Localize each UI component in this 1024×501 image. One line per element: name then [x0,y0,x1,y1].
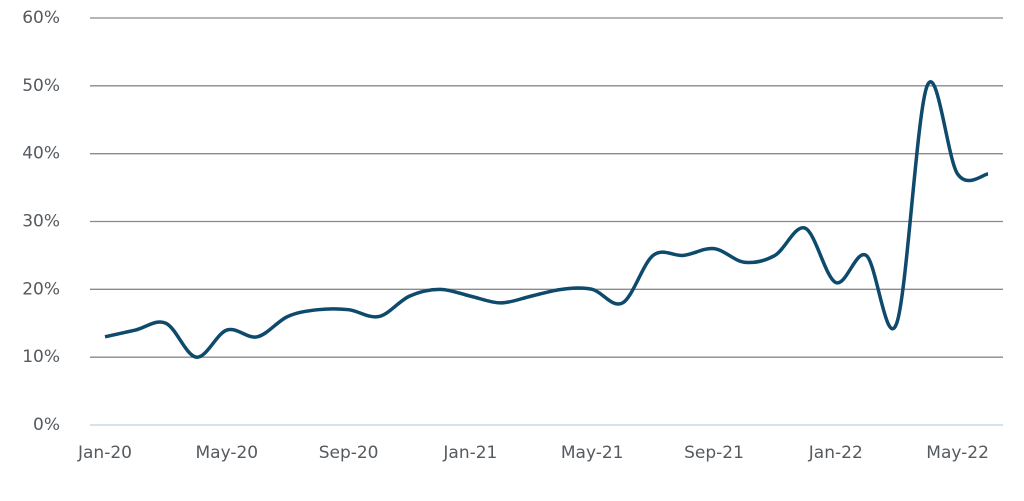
y-tick-label: 50% [22,76,60,96]
data-line [104,80,989,359]
y-tick-label: 30% [22,212,60,232]
x-tick-label: May-21 [561,443,624,463]
y-tick-label: 20% [22,279,60,299]
y-tick-label: 60% [22,8,60,28]
y-tick-label: 40% [22,144,60,164]
x-tick-label: May-22 [926,443,989,463]
y-tick-label: 0% [33,415,60,435]
x-tick-label: Jan-22 [808,443,863,463]
x-tick-label: Sep-21 [684,443,744,463]
x-tick-label: Jan-20 [77,443,132,463]
x-tick-label: Jan-21 [442,443,497,463]
x-tick-label: Sep-20 [319,443,379,463]
x-tick-label: May-20 [195,443,258,463]
y-tick-label: 10% [22,347,60,367]
